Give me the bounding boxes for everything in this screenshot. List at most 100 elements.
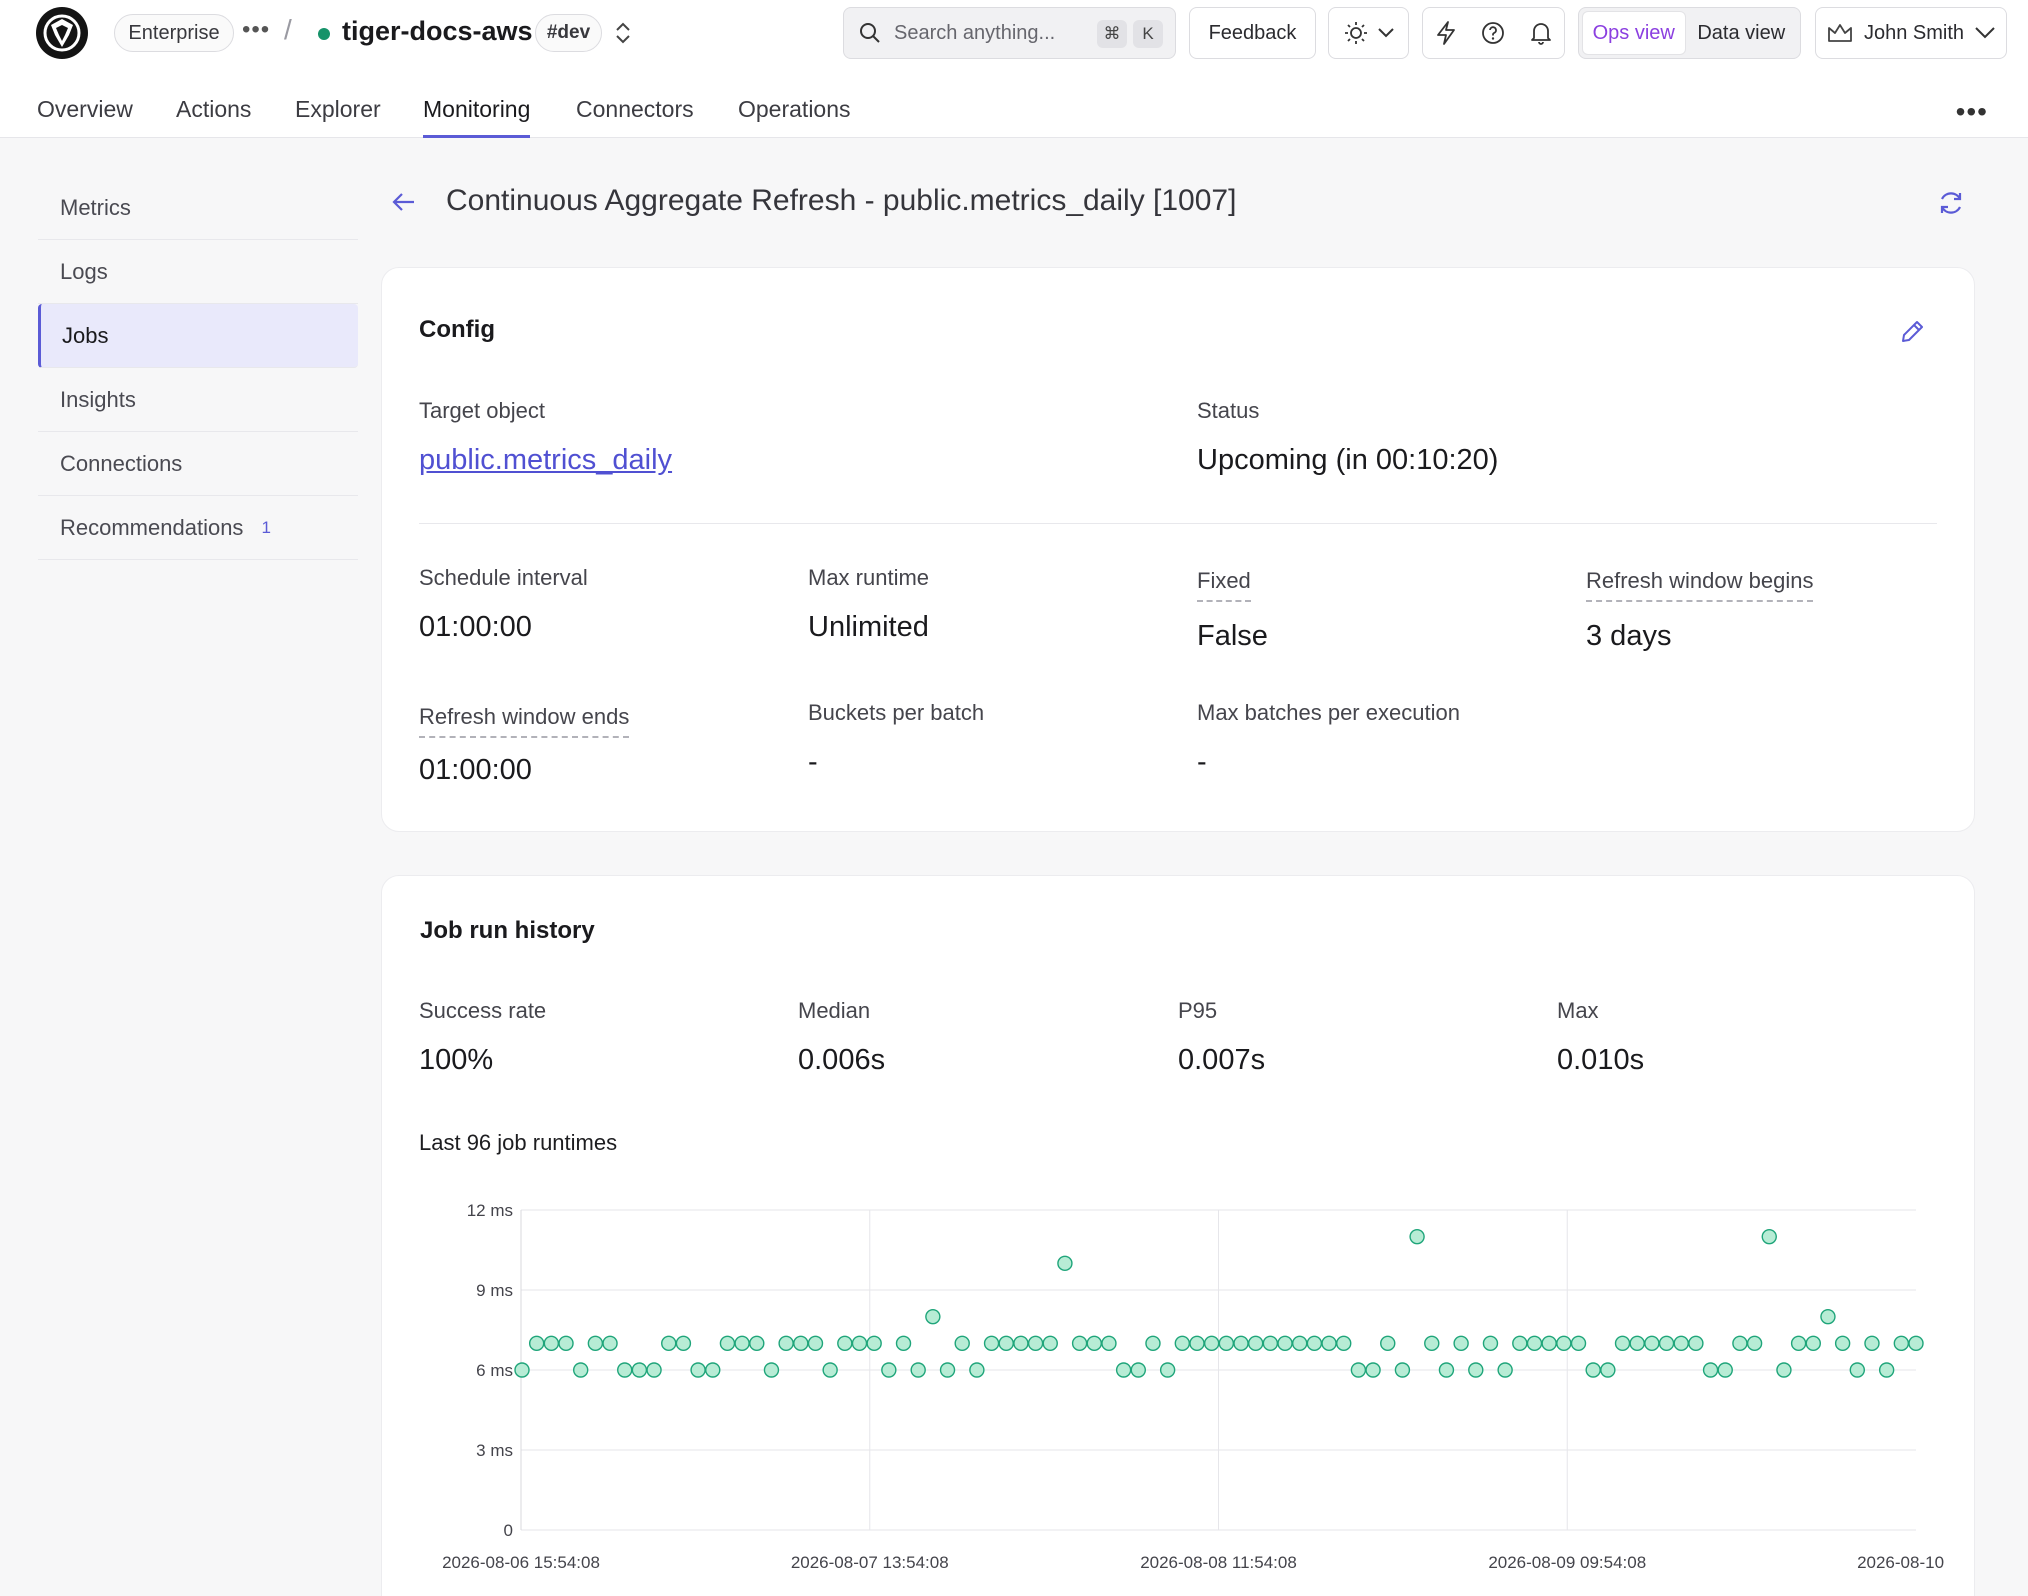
runtime-point[interactable]: [1556, 1335, 1572, 1352]
runtime-point[interactable]: [1746, 1335, 1763, 1352]
runtime-point[interactable]: [1218, 1335, 1235, 1352]
refresh-window-begins-label[interactable]: Refresh window begins: [1586, 568, 1814, 602]
runtime-point[interactable]: [1761, 1228, 1777, 1245]
runtime-point[interactable]: [1159, 1362, 1176, 1378]
runtime-point[interactable]: [543, 1335, 560, 1352]
runtime-point[interactable]: [1702, 1362, 1719, 1378]
runtime-point[interactable]: [749, 1335, 765, 1352]
runtime-point[interactable]: [1174, 1335, 1191, 1352]
runtime-point[interactable]: [1115, 1362, 1132, 1378]
runtime-point[interactable]: [1380, 1335, 1396, 1352]
runtime-point[interactable]: [983, 1335, 1000, 1352]
chevron-updown-icon[interactable]: [612, 20, 634, 51]
more-options-icon[interactable]: •••: [1955, 96, 1988, 127]
bell-icon[interactable]: [1529, 20, 1553, 46]
runtime-point[interactable]: [1512, 1335, 1528, 1352]
runtime-point[interactable]: [1233, 1335, 1249, 1352]
runtime-point[interactable]: [954, 1335, 970, 1352]
tab-actions[interactable]: Actions: [176, 96, 252, 122]
runtime-point[interactable]: [1497, 1362, 1513, 1378]
runtime-point[interactable]: [1805, 1335, 1821, 1352]
runtime-point[interactable]: [1071, 1335, 1088, 1352]
runtime-point[interactable]: [1614, 1335, 1631, 1352]
runtime-point[interactable]: [881, 1362, 897, 1378]
tab-overview[interactable]: Overview: [37, 96, 133, 122]
sidebar-item-insights[interactable]: Insights: [38, 368, 358, 432]
runtime-point[interactable]: [866, 1335, 882, 1352]
ops-view-button[interactable]: Ops view: [1582, 11, 1686, 55]
runtime-point[interactable]: [1306, 1335, 1323, 1352]
org-badge[interactable]: Enterprise: [114, 14, 234, 52]
edit-icon[interactable]: [1898, 318, 1926, 351]
runtime-point[interactable]: [1394, 1362, 1411, 1378]
runtime-point[interactable]: [1732, 1335, 1748, 1352]
runtime-point[interactable]: [1585, 1362, 1601, 1378]
runtime-point[interactable]: [646, 1362, 662, 1378]
runtime-point[interactable]: [998, 1335, 1014, 1352]
runtime-point[interactable]: [1673, 1335, 1689, 1352]
runtime-point[interactable]: [719, 1335, 736, 1352]
feedback-button[interactable]: Feedback: [1189, 7, 1316, 59]
runtime-point[interactable]: [1908, 1335, 1924, 1352]
runtime-point[interactable]: [1600, 1362, 1616, 1378]
back-arrow-icon[interactable]: [390, 188, 418, 221]
runtime-point[interactable]: [528, 1335, 545, 1352]
runtime-point[interactable]: [705, 1362, 721, 1378]
runtime-point[interactable]: [514, 1362, 530, 1378]
runtime-point[interactable]: [675, 1335, 692, 1352]
runtime-point[interactable]: [939, 1362, 956, 1378]
runtime-point[interactable]: [1321, 1335, 1337, 1352]
search-input[interactable]: Search anything... ⌘ K: [843, 7, 1176, 59]
runtime-point[interactable]: [572, 1362, 589, 1378]
theme-toggle-button[interactable]: [1328, 7, 1409, 59]
tiger-logo-icon[interactable]: [36, 7, 88, 59]
runtime-point[interactable]: [1717, 1362, 1733, 1378]
runtime-point[interactable]: [1350, 1362, 1367, 1378]
runtime-point[interactable]: [1688, 1335, 1704, 1352]
runtime-point[interactable]: [895, 1335, 912, 1352]
runtime-point[interactable]: [1644, 1335, 1660, 1352]
tab-monitoring[interactable]: Monitoring: [423, 96, 531, 138]
service-name[interactable]: tiger-docs-aws: [342, 16, 533, 46]
runtime-point[interactable]: [1849, 1362, 1866, 1378]
runtime-point[interactable]: [1878, 1362, 1895, 1378]
runtime-point[interactable]: [793, 1335, 809, 1352]
runtime-point[interactable]: [1101, 1335, 1117, 1352]
runtime-point[interactable]: [1526, 1335, 1543, 1352]
data-view-button[interactable]: Data view: [1697, 21, 1786, 44]
runtime-point[interactable]: [1336, 1335, 1352, 1352]
runtime-point[interactable]: [1864, 1335, 1880, 1352]
runtime-point[interactable]: [1658, 1335, 1675, 1352]
tab-operations[interactable]: Operations: [738, 96, 851, 122]
runtime-point[interactable]: [851, 1335, 868, 1352]
target-object-link[interactable]: public.metrics_daily: [419, 444, 673, 476]
refresh-window-ends-label[interactable]: Refresh window ends: [419, 704, 630, 738]
runtime-point[interactable]: [1776, 1362, 1792, 1378]
tab-connectors[interactable]: Connectors: [576, 96, 694, 122]
runtime-point[interactable]: [631, 1362, 648, 1378]
runtime-point[interactable]: [1365, 1362, 1381, 1378]
runtime-point[interactable]: [822, 1362, 838, 1378]
runtime-point[interactable]: [1292, 1335, 1308, 1352]
runtime-point[interactable]: [1409, 1228, 1425, 1245]
runtime-point[interactable]: [1189, 1335, 1205, 1352]
fixed-label[interactable]: Fixed: [1197, 568, 1251, 602]
runtime-point[interactable]: [1541, 1335, 1557, 1352]
runtime-point[interactable]: [1629, 1335, 1645, 1352]
runtime-point[interactable]: [1086, 1335, 1102, 1352]
user-menu-button[interactable]: John Smith: [1815, 7, 2007, 59]
runtime-point[interactable]: [925, 1308, 941, 1325]
runtime-point[interactable]: [1277, 1335, 1293, 1352]
runtime-point[interactable]: [1570, 1335, 1587, 1352]
runtime-point[interactable]: [763, 1362, 780, 1378]
runtime-point[interactable]: [1013, 1335, 1029, 1352]
runtime-point[interactable]: [1453, 1335, 1469, 1352]
runtime-point[interactable]: [617, 1362, 633, 1378]
runtime-point[interactable]: [910, 1362, 926, 1378]
sidebar-item-logs[interactable]: Logs: [38, 240, 358, 304]
runtime-point[interactable]: [1057, 1255, 1073, 1272]
runtime-point[interactable]: [1424, 1335, 1440, 1352]
runtime-point[interactable]: [1262, 1335, 1279, 1352]
help-icon[interactable]: [1480, 20, 1506, 46]
runtime-point[interactable]: [690, 1362, 706, 1378]
